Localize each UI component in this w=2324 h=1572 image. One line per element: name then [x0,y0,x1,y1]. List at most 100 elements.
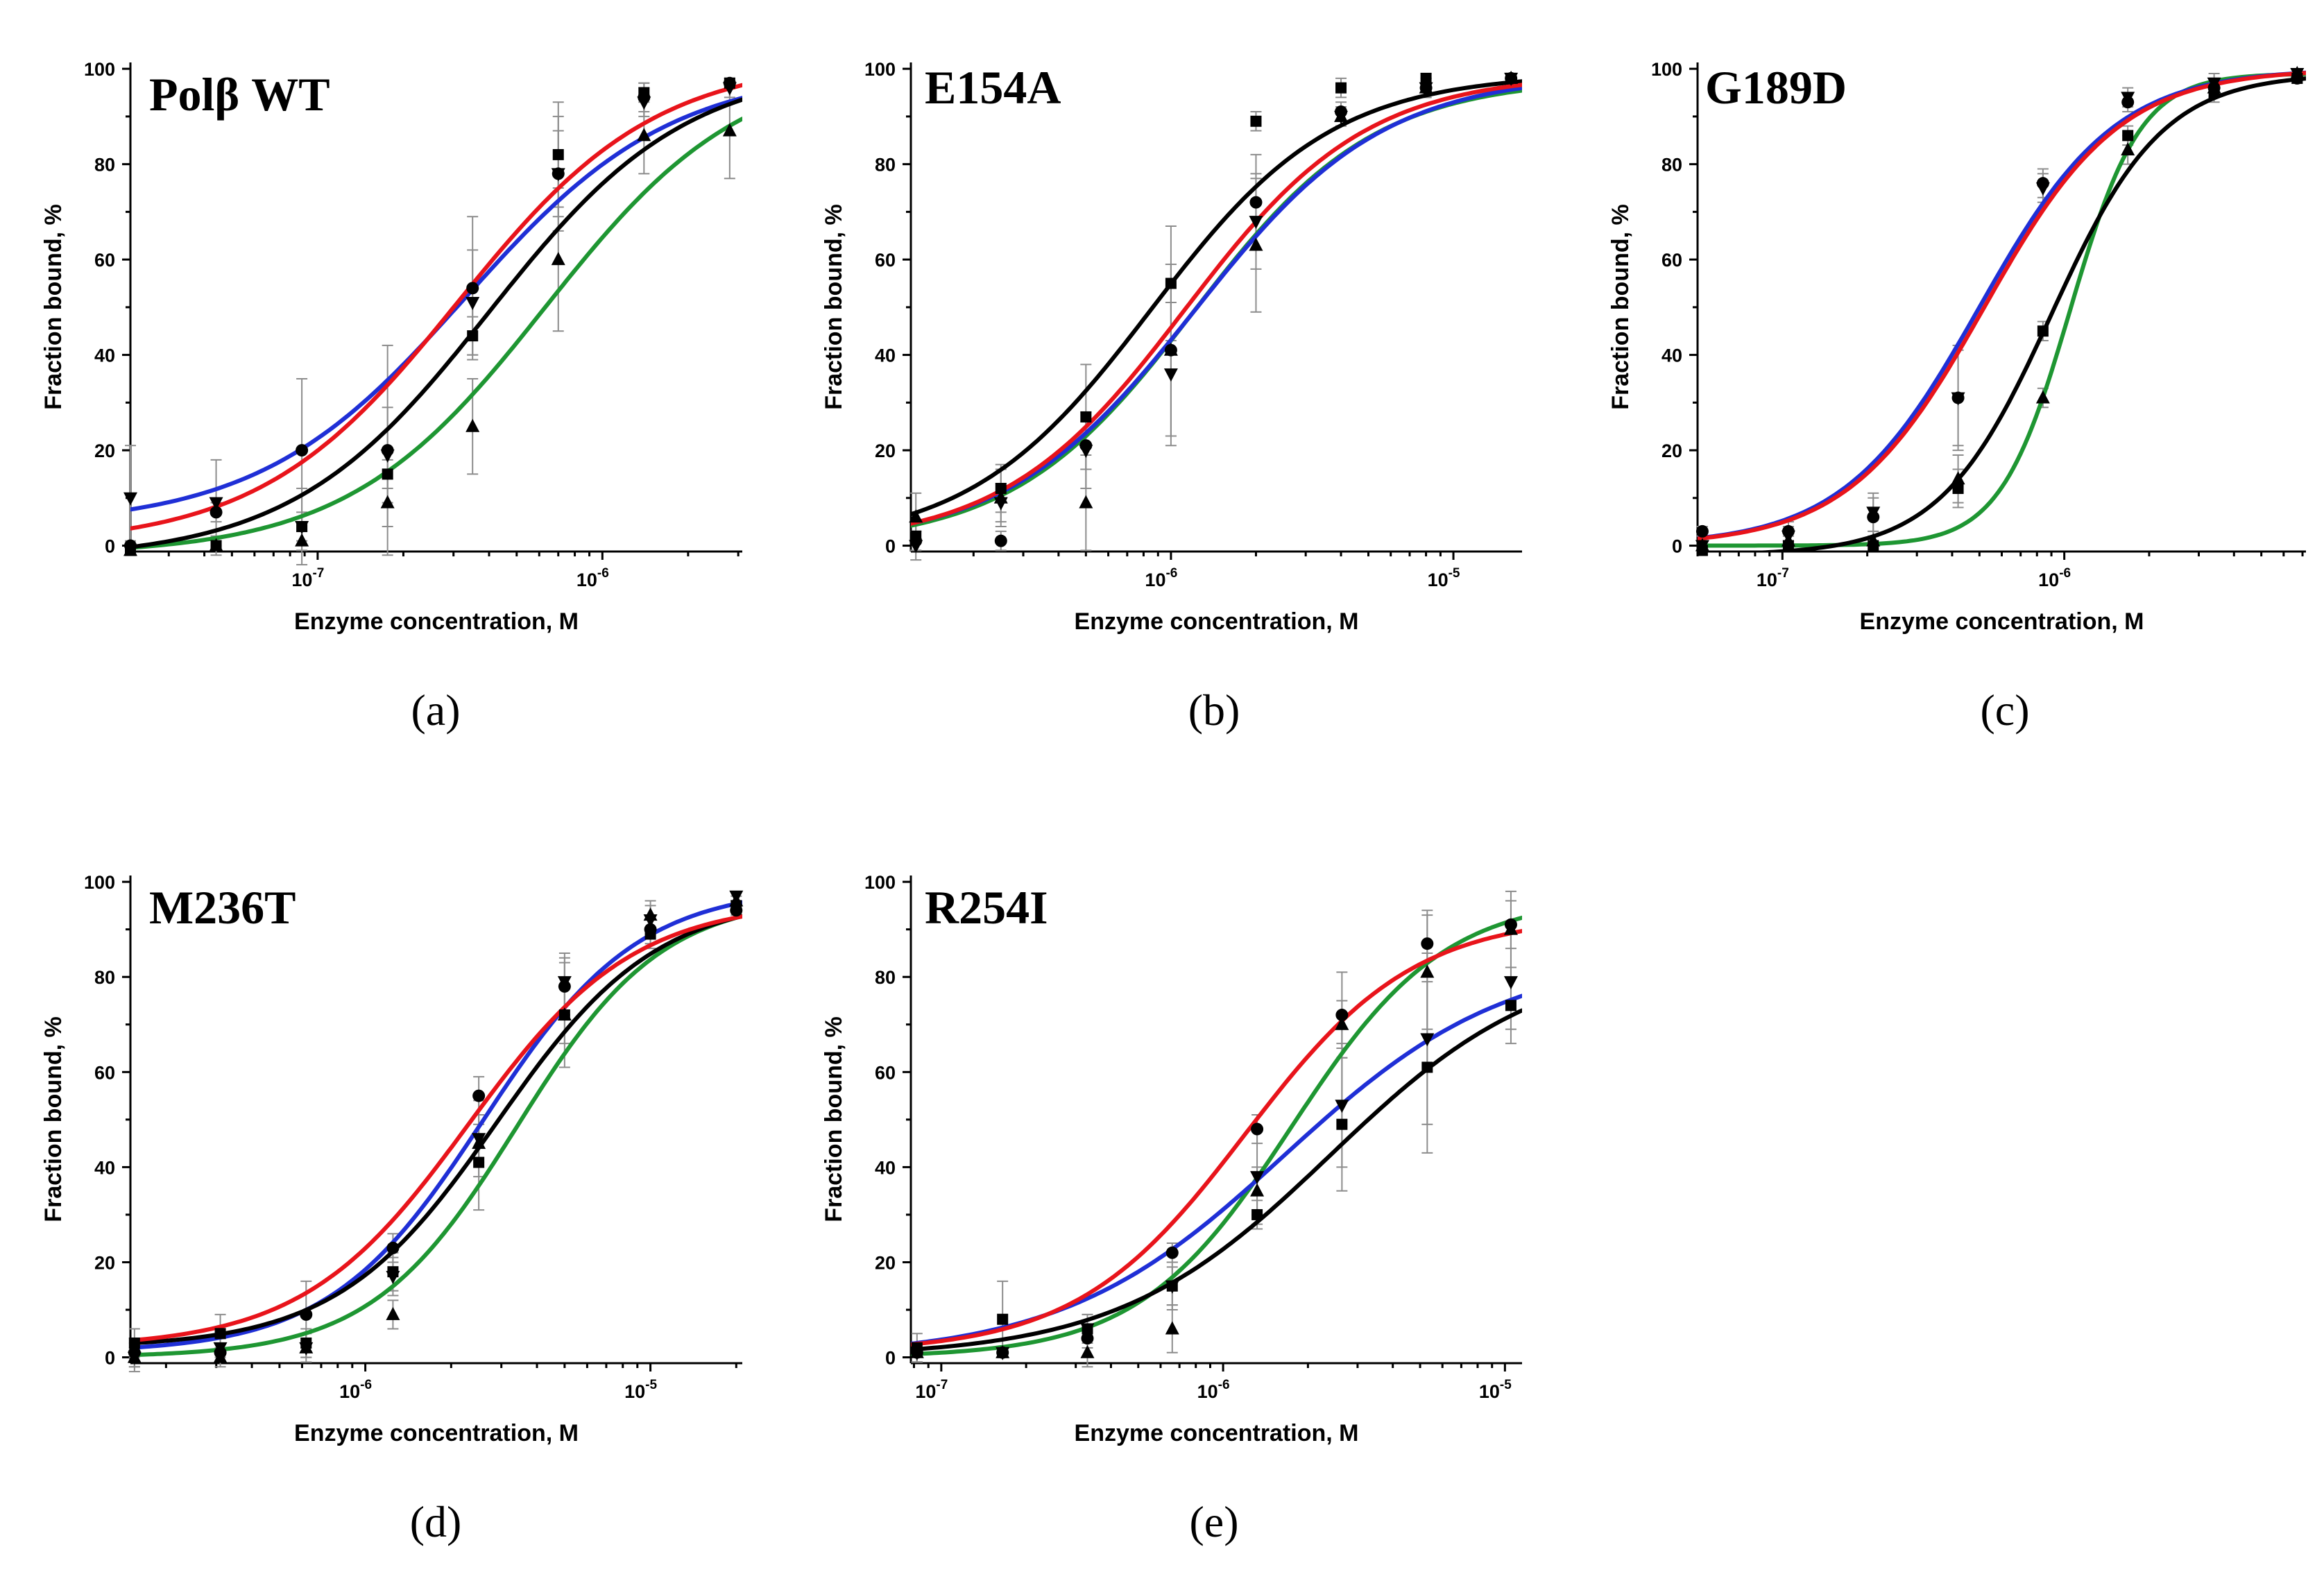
data-point-green [2290,66,2305,80]
chart-panel-c: 0 20 40 60 80 100 10-7 10-6 Enzyme concentration… [1607,59,2306,735]
data-point-black [382,468,393,480]
fit-curve-blue [911,85,1522,526]
data-points [909,70,1519,554]
x-axis-label: Enzyme concentration, M [1860,608,2144,635]
y-axis-label: Fraction bound, % [821,1016,847,1222]
data-point-red [994,534,1007,547]
data-point-green [1335,1016,1349,1030]
data-point-green [1866,533,1881,547]
data-point-black [997,1313,1009,1325]
data-point-green [909,509,923,523]
fit-curve-red [130,83,742,531]
y-tick-label: 20 [875,441,896,461]
chart-panel-d: 0 20 40 60 80 100 10-6 10-5 Enzyme concentration… [40,872,744,1546]
data-point-black [552,148,564,160]
data-points [909,918,1518,1360]
fit-curve-red [130,914,742,1343]
panel-label: (b) [1188,685,1240,735]
x-tick-label: 10-7 [915,1378,948,1402]
data-point-black [1505,1000,1516,1011]
x-tick-label: 10-6 [576,566,609,590]
data-point-black [1335,82,1347,94]
data-point-green [386,1306,400,1320]
data-point-blue [380,449,395,463]
y-tick-label: 20 [94,441,115,461]
data-point-green [299,1340,314,1353]
panels: 0 20 40 60 80 100 10-7 10-6 Enzyme concentration… [40,59,2306,1546]
data-point-blue [209,497,223,511]
data-point-blue [213,1342,228,1356]
data-point-green [637,128,651,142]
y-tick-label: 80 [1661,155,1682,176]
data-point-blue [1249,216,1263,230]
x-axis-label: Enzyme concentration, M [294,608,579,635]
data-point-green [1163,342,1178,356]
data-point-black [1250,115,1262,127]
data-point-black [214,1328,226,1340]
y-tick-label: 40 [875,1157,896,1178]
data-point-black [995,483,1007,495]
data-point-green [643,907,658,921]
y-tick-label: 60 [1661,250,1682,271]
data-point-red [644,923,657,936]
data-point-green [1250,1183,1265,1197]
data-point-green [380,495,395,509]
data-point-green [993,490,1008,504]
y-tick-label: 20 [94,1252,115,1273]
fit-curve-blue [130,96,742,512]
panel-label: (a) [411,685,460,735]
data-point-blue [1951,392,1965,406]
y-tick-label: 40 [1661,345,1682,366]
data-point-blue [557,976,572,990]
x-tick-label: 10-5 [1479,1378,1512,1402]
data-point-blue [1503,976,1518,990]
data-point-green [465,418,480,432]
x-axis-label: Enzyme concentration, M [1075,608,1359,635]
data-point-blue [1163,368,1178,382]
y-tick-label: 100 [864,872,896,893]
y-tick-label: 80 [875,967,896,988]
x-tick-label: 10-5 [1428,566,1460,590]
data-point-black [1420,72,1432,84]
y-tick-label: 0 [105,1348,115,1369]
data-point-green [2121,142,2135,156]
x-tick-label: 10-6 [1145,566,1177,590]
panel-label: (c) [1980,685,2029,735]
y-tick-label: 60 [94,250,115,271]
fit-curve-green [130,914,742,1358]
data-point-green [557,1007,572,1021]
data-point-green [1165,1321,1179,1335]
chart-title: G189D [1705,61,1847,114]
y-tick-label: 0 [885,536,896,557]
chart-panel-e: 0 20 40 60 80 100 10-7 10-6 10-5 Enzyme concentra… [821,872,1522,1546]
y-tick-label: 20 [1661,441,1682,461]
data-point-red [386,1241,400,1254]
data-point-red [472,1089,486,1102]
y-tick-label: 40 [94,1157,115,1178]
data-point-red [1081,1332,1094,1345]
data-point-green [1420,964,1435,978]
data-point-red [1249,196,1263,209]
data-point-green [127,1349,142,1363]
data-point-green [1695,538,1709,552]
y-tick-label: 60 [94,1062,115,1083]
data-point-green [996,1344,1010,1358]
data-point-red [296,444,309,457]
data-point-green [1419,80,1433,94]
data-point-blue [295,521,309,535]
panel-label: (d) [410,1497,462,1546]
data-point-blue [909,540,923,554]
data-point-black [467,330,479,342]
data-point-blue [637,96,651,110]
y-tick-label: 0 [885,1348,896,1369]
chart-title: Polβ WT [149,68,330,121]
data-point-red [1421,937,1434,950]
data-point-green [1249,237,1263,251]
chart-title: E154A [925,61,1061,114]
data-point-blue [465,296,480,310]
fit-curve-black [911,1008,1522,1352]
data-point-green [729,893,744,907]
data-point-green [213,1349,228,1363]
x-axis-label: Enzyme concentration, M [1075,1420,1359,1446]
y-tick-label: 100 [864,59,896,80]
